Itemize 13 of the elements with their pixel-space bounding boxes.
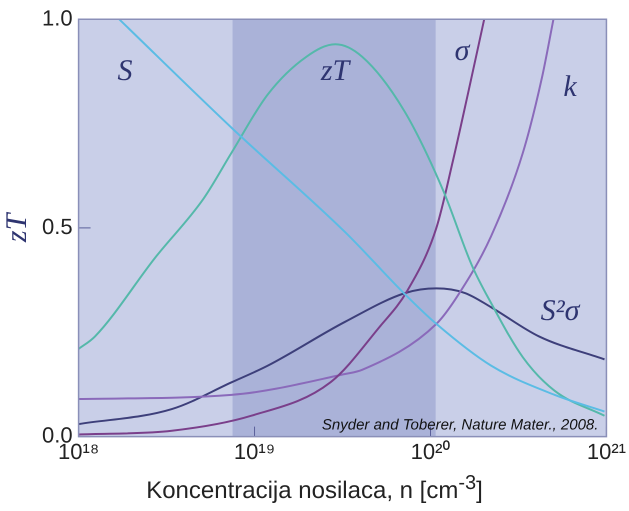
y-tick-label: 1.0 <box>42 5 73 30</box>
x-tick-label: 10²⁰ <box>410 438 450 464</box>
series-label: S <box>118 54 132 87</box>
series-label: σ <box>454 34 471 67</box>
y-tick-label: 0.5 <box>42 214 73 239</box>
series-label: k <box>563 70 578 103</box>
series-label: S²σ <box>540 294 581 327</box>
y-axis-title: zT <box>0 211 33 244</box>
x-axis-title: Koncentracija nosilaca, n [cm$^{-3}$] <box>145 472 484 505</box>
annotation: Snyder and Toberer, Nature Mater., 2008. <box>322 416 598 434</box>
x-tick-label: 10²¹ <box>586 438 626 464</box>
x-tick-label: 10¹⁹ <box>234 438 276 464</box>
series-label: zT <box>320 54 352 87</box>
